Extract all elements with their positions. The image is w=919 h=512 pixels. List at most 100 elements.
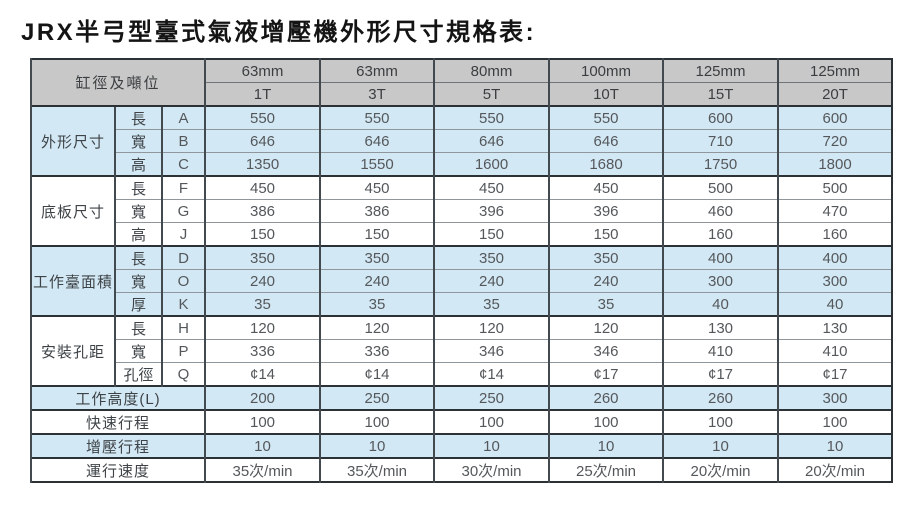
table-row: 底板尺寸長 F 450 450 450 450 500 500 — [30, 175, 893, 246]
value-cell: 346 — [433, 339, 550, 363]
bore-header-cell: 80mm — [433, 59, 550, 83]
value-cell: 720 — [777, 129, 893, 153]
letter-cell: B — [160, 129, 206, 153]
value-cell: ¢14 — [433, 362, 550, 386]
summary-label-cell: 工作高度(L) — [29, 385, 206, 410]
summary-value-cell: 100 — [319, 409, 435, 434]
value-cell: 646 — [204, 129, 321, 153]
value-cell: 550 — [548, 105, 664, 130]
value-cell: 120 — [204, 315, 321, 340]
value-cell: 130 — [662, 315, 779, 340]
header-row-bore: 缸徑及噸位 63mm 63mm 80mm 100mm 125mm 125mm — [29, 59, 893, 106]
value-cell: 550 — [433, 105, 550, 130]
dim-label-cell: 孔徑 — [114, 362, 162, 386]
dim-label-cell: 寬 — [114, 269, 162, 293]
dim-label-cell: 長 — [114, 245, 162, 270]
value-cell: 400 — [777, 245, 893, 270]
value-cell: 35 — [204, 292, 321, 316]
corner-header-cell: 缸徑及噸位 — [29, 59, 206, 106]
summary-value-cell: 35次/min — [204, 457, 321, 482]
table-row: 安裝孔距長 H 120 120 120 120 130 130 — [30, 315, 893, 386]
section-label-cell: 底板尺寸 — [30, 175, 115, 246]
value-cell: 600 — [662, 105, 779, 130]
value-cell: 336 — [204, 339, 321, 363]
value-cell: 120 — [433, 315, 550, 340]
value-cell: 240 — [204, 269, 321, 293]
value-cell: ¢17 — [548, 362, 664, 386]
summary-value-cell: 100 — [548, 409, 664, 434]
dim-label-cell: 寬 — [114, 199, 162, 223]
value-cell: 160 — [662, 222, 779, 246]
value-cell: 1800 — [777, 152, 893, 176]
tonnage-header-cell: 20T — [777, 82, 893, 106]
spec-table-body: 缸徑及噸位 63mm 63mm 80mm 100mm 125mm 125mm 1T 3T 5T 10… — [29, 59, 893, 482]
table-row: 高 J 150 150 150 150 160 160 — [31, 222, 893, 246]
value-cell: 710 — [662, 129, 779, 153]
value-cell: 550 — [204, 105, 321, 130]
table-row: 高 C 1350 1550 1600 1680 1750 1800 — [31, 152, 893, 176]
value-cell: 350 — [433, 245, 550, 270]
value-cell: 396 — [433, 199, 550, 223]
letter-cell: J — [160, 222, 206, 246]
summary-value-cell: 200 — [204, 385, 321, 410]
value-cell: 350 — [548, 245, 664, 270]
table-row: 外形尺寸長 A 550 550 550 550 600 600 — [30, 105, 893, 176]
tonnage-header-cell: 3T — [319, 82, 435, 106]
summary-row: 增壓行程 10 10 10 10 10 10 — [29, 433, 893, 458]
summary-value-cell: 100 — [204, 409, 321, 434]
summary-value-cell: 100 — [662, 409, 779, 434]
value-cell: 646 — [548, 129, 664, 153]
value-cell: 150 — [433, 222, 550, 246]
table-row: 寬 B 646 646 646 646 710 720 — [31, 129, 893, 153]
dim-label-cell: 厚 — [114, 292, 162, 316]
summary-value-cell: 100 — [433, 409, 550, 434]
value-cell: 300 — [662, 269, 779, 293]
value-cell: 40 — [662, 292, 779, 316]
value-cell: 150 — [319, 222, 435, 246]
letter-cell: H — [160, 315, 206, 340]
value-cell: 350 — [204, 245, 321, 270]
letter-cell: P — [160, 339, 206, 363]
value-cell: 35 — [319, 292, 435, 316]
value-cell: 35 — [548, 292, 664, 316]
letter-cell: G — [160, 199, 206, 223]
value-cell: 550 — [319, 105, 435, 130]
summary-value-cell: 25次/min — [548, 457, 664, 482]
value-cell: 130 — [777, 315, 893, 340]
summary-label-cell: 快速行程 — [29, 409, 206, 434]
page-title: JRX半弓型臺式氣液增壓機外形尺寸規格表: — [21, 19, 537, 46]
summary-value-cell: 20次/min — [777, 457, 893, 482]
value-cell: 410 — [777, 339, 893, 363]
dim-label-cell: 高 — [114, 222, 162, 246]
value-cell: 646 — [319, 129, 435, 153]
letter-cell: D — [160, 245, 206, 270]
summary-value-cell: 35次/min — [319, 457, 435, 482]
table-row: 工作臺面積長 D 350 350 350 350 400 400 — [30, 245, 893, 316]
summary-row: 運行速度 35次/min 35次/min 30次/min 25次/min 20次/min 2… — [29, 457, 893, 482]
value-cell: 386 — [319, 199, 435, 223]
value-cell: 600 — [777, 105, 893, 130]
letter-cell: O — [160, 269, 206, 293]
value-cell: 240 — [433, 269, 550, 293]
value-cell: 240 — [548, 269, 664, 293]
bore-header-cell: 63mm — [319, 59, 435, 83]
value-cell: 1550 — [319, 152, 435, 176]
bore-header-cell: 125mm — [662, 59, 779, 83]
tonnage-header-cell: 5T — [433, 82, 550, 106]
value-cell: 35 — [433, 292, 550, 316]
table-row: 寬 O 240 240 240 240 300 300 — [31, 269, 893, 293]
value-cell: 396 — [548, 199, 664, 223]
letter-cell: C — [160, 152, 206, 176]
value-cell: 1600 — [433, 152, 550, 176]
letter-cell: A — [160, 105, 206, 130]
value-cell: 160 — [777, 222, 893, 246]
value-cell: 350 — [319, 245, 435, 270]
value-cell: 1350 — [204, 152, 321, 176]
summary-label-cell: 增壓行程 — [29, 433, 206, 458]
letter-cell: K — [160, 292, 206, 316]
letter-cell: F — [160, 175, 206, 200]
value-cell: 460 — [662, 199, 779, 223]
value-cell: 336 — [319, 339, 435, 363]
value-cell: ¢17 — [662, 362, 779, 386]
value-cell: 120 — [319, 315, 435, 340]
